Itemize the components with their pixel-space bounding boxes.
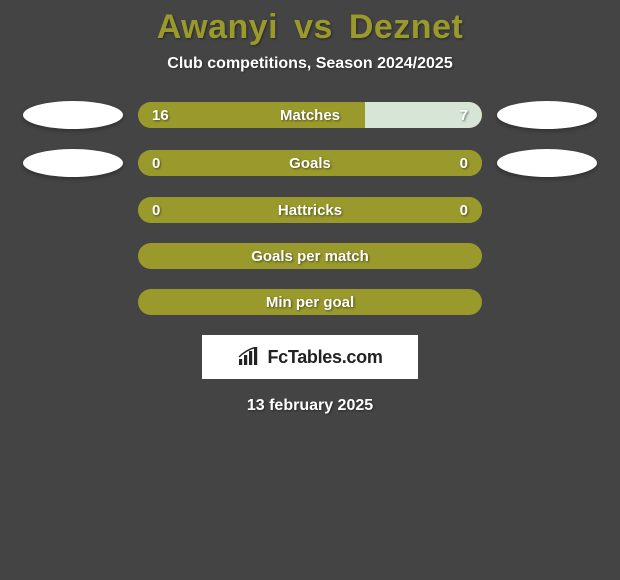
subtitle: Club competitions, Season 2024/2025 bbox=[0, 55, 620, 73]
stat-left-value: 16 bbox=[152, 107, 169, 124]
page-title: Awanyi vs Deznet bbox=[0, 8, 620, 47]
stat-rows: 16 7 Matches 0 0 Goals 0 0 Hattricks bbox=[0, 101, 620, 223]
right-avatar-slot bbox=[482, 149, 612, 177]
player-avatar-placeholder bbox=[497, 149, 597, 177]
title-player1: Awanyi bbox=[157, 8, 278, 46]
stat-row: 16 7 Matches bbox=[0, 101, 620, 129]
title-player2: Deznet bbox=[349, 8, 463, 46]
summary-bar: Min per goal bbox=[138, 289, 482, 315]
player-avatar-placeholder bbox=[23, 149, 123, 177]
stat-label: Hattricks bbox=[278, 202, 342, 219]
comparison-infographic: Awanyi vs Deznet Club competitions, Seas… bbox=[0, 0, 620, 415]
stat-row: 0 0 Goals bbox=[0, 149, 620, 177]
stat-bar: 16 7 Matches bbox=[138, 102, 482, 128]
left-avatar-slot bbox=[8, 149, 138, 177]
stat-label: Goals bbox=[289, 155, 331, 172]
stat-left-value: 0 bbox=[152, 155, 160, 172]
right-avatar-slot bbox=[482, 101, 612, 129]
stat-right-value: 7 bbox=[460, 107, 468, 124]
title-vs: vs bbox=[294, 8, 333, 46]
player-avatar-placeholder bbox=[23, 101, 123, 129]
left-avatar-slot bbox=[8, 101, 138, 129]
stat-right-value: 0 bbox=[460, 155, 468, 172]
player-avatar-placeholder bbox=[497, 101, 597, 129]
stat-row: 0 0 Hattricks bbox=[0, 197, 620, 223]
stat-right-value: 0 bbox=[460, 202, 468, 219]
summary-row: Min per goal bbox=[0, 289, 620, 315]
stat-left-value: 0 bbox=[152, 202, 160, 219]
brand-text: FcTables.com bbox=[267, 347, 382, 368]
bar-chart-icon bbox=[237, 347, 261, 367]
footer-date: 13 february 2025 bbox=[0, 397, 620, 415]
summary-bar: Goals per match bbox=[138, 243, 482, 269]
stat-label: Matches bbox=[280, 107, 340, 124]
stat-bar: 0 0 Goals bbox=[138, 150, 482, 176]
summary-label: Min per goal bbox=[266, 294, 354, 311]
brand-badge: FcTables.com bbox=[202, 335, 418, 379]
summary-rows: Goals per match Min per goal bbox=[0, 243, 620, 315]
summary-label: Goals per match bbox=[251, 248, 369, 265]
stat-bar: 0 0 Hattricks bbox=[138, 197, 482, 223]
summary-row: Goals per match bbox=[0, 243, 620, 269]
